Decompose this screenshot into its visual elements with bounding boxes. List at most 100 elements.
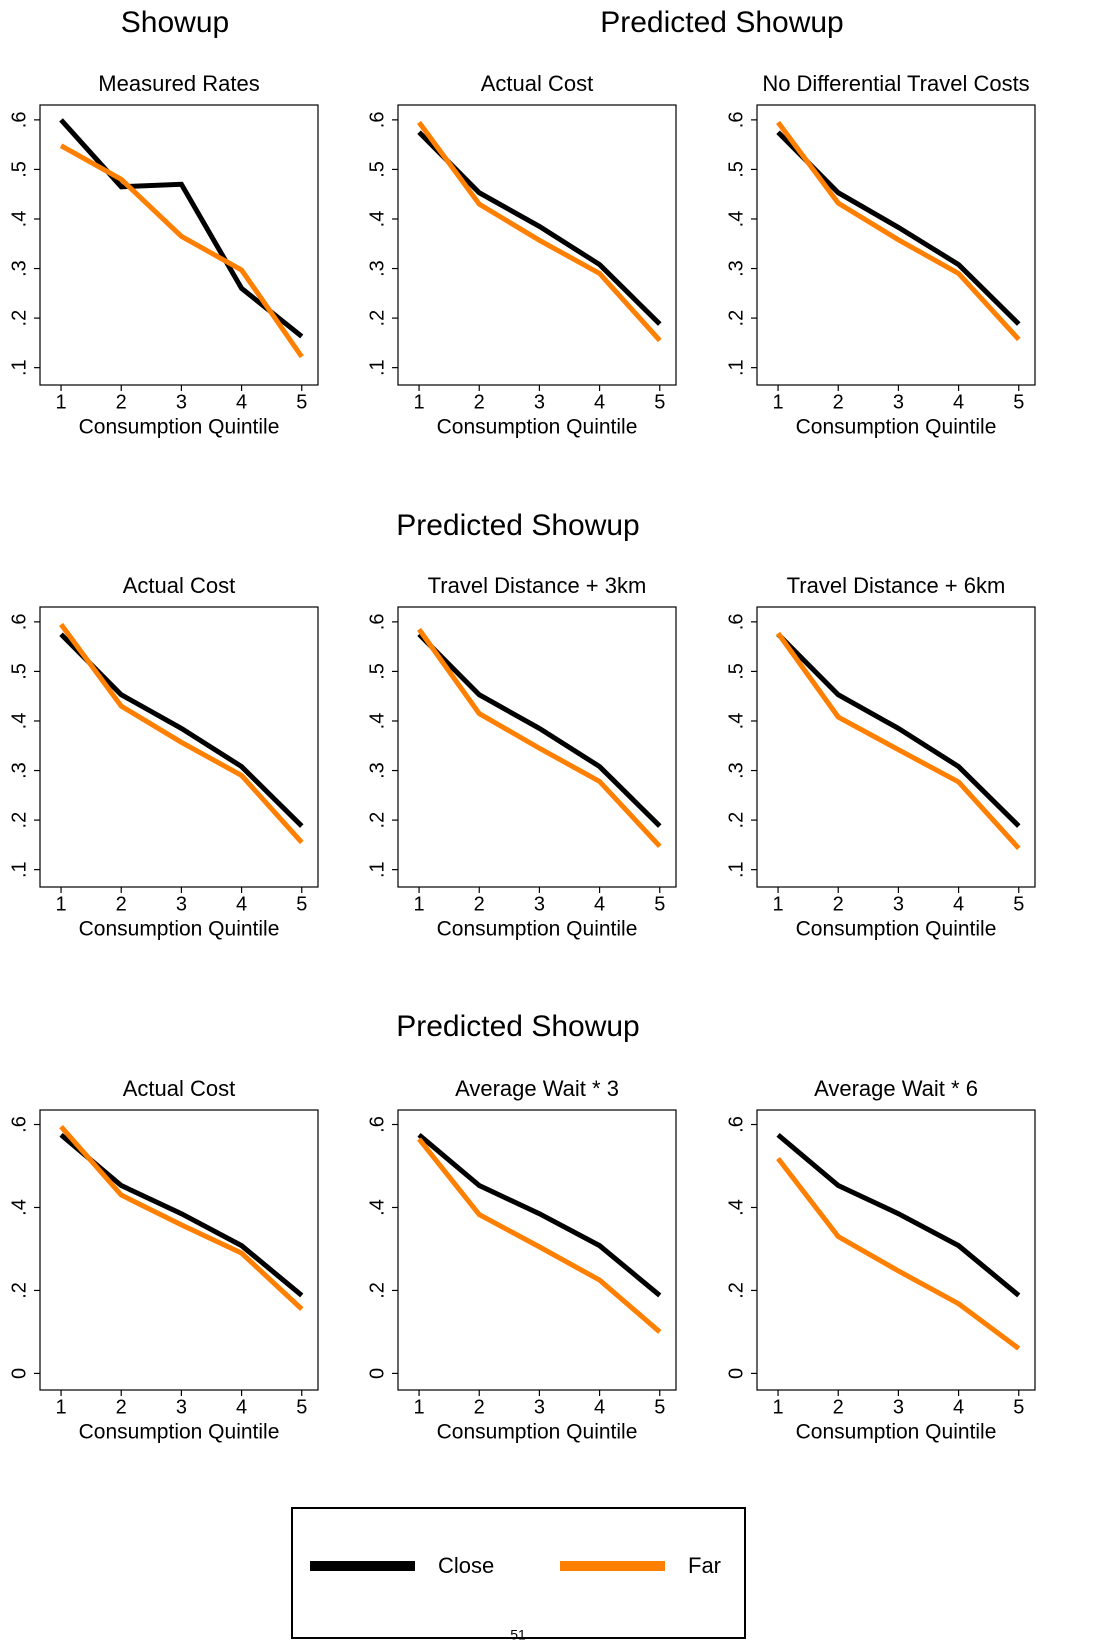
x-tick-label: 5 [654, 391, 665, 413]
y-tick-label: .2 [366, 812, 388, 829]
y-tick-label: .2 [725, 1282, 747, 1299]
series-line [776, 120, 1021, 342]
legend-label: Far [688, 1553, 721, 1578]
y-tick-label: .6 [8, 614, 30, 631]
series-line [776, 130, 1021, 326]
heading: Showup [121, 6, 229, 39]
chart-title: Average Wait * 3 [455, 1076, 619, 1101]
chart-title: Average Wait * 6 [814, 1076, 978, 1101]
x-axis-label: Consumption Quintile [79, 416, 280, 439]
plot-frame [756, 1109, 1036, 1391]
x-axis-label: Consumption Quintile [437, 918, 638, 941]
x-tick-label: 3 [176, 893, 187, 915]
y-tick-label: .3 [8, 260, 30, 277]
y-tick-label: .4 [8, 713, 30, 730]
y-tick-label: .2 [8, 310, 30, 327]
plot-frame [39, 1109, 319, 1391]
series-line [776, 632, 1021, 828]
x-tick-label: 2 [116, 1396, 127, 1418]
plot-frame [756, 104, 1036, 386]
y-tick-label: .4 [366, 1199, 388, 1216]
series-line [59, 622, 304, 845]
x-tick-label: 4 [236, 1396, 247, 1418]
x-axis-label: Consumption Quintile [437, 1421, 638, 1444]
x-tick-label: 4 [594, 391, 605, 413]
series-line [59, 118, 304, 339]
x-tick-label: 5 [1013, 1396, 1024, 1418]
y-tick-label: .1 [725, 359, 747, 376]
series-line [776, 1132, 1021, 1298]
x-tick-label: 1 [413, 391, 424, 413]
x-tick-label: 3 [893, 893, 904, 915]
series-line [417, 632, 662, 828]
y-tick-label: .4 [366, 713, 388, 730]
x-axis-label: Consumption Quintile [796, 1421, 997, 1444]
y-tick-label: .6 [366, 614, 388, 631]
y-tick-label: .4 [725, 1199, 747, 1216]
x-tick-label: 2 [474, 391, 485, 413]
y-tick-label: .3 [366, 762, 388, 779]
heading: Predicted Showup [600, 6, 844, 39]
plot-frame [39, 606, 319, 888]
x-tick-label: 5 [296, 391, 307, 413]
heading: Predicted Showup [396, 1010, 640, 1043]
x-tick-label: 5 [654, 893, 665, 915]
x-tick-label: 5 [1013, 391, 1024, 413]
x-tick-label: 2 [474, 1396, 485, 1418]
plot-frame [39, 104, 319, 386]
y-tick-label: .6 [725, 112, 747, 129]
x-tick-label: 2 [116, 391, 127, 413]
y-tick-label: 0 [8, 1368, 30, 1379]
series-line [417, 1132, 662, 1298]
x-axis-label: Consumption Quintile [796, 416, 997, 439]
plot-frame [397, 1109, 677, 1391]
x-tick-label: 1 [413, 893, 424, 915]
plot-frame [397, 104, 677, 386]
x-tick-label: 2 [833, 391, 844, 413]
x-tick-label: 4 [594, 893, 605, 915]
chart-title: Actual Cost [123, 573, 236, 598]
series-line [776, 1157, 1021, 1351]
y-tick-label: .2 [366, 1282, 388, 1299]
chart-title: Actual Cost [481, 71, 594, 96]
series-line [776, 631, 1021, 851]
series-line [417, 130, 662, 326]
y-tick-label: .3 [366, 260, 388, 277]
y-tick-label: .2 [725, 812, 747, 829]
y-tick-label: .1 [8, 861, 30, 878]
x-tick-label: 5 [296, 1396, 307, 1418]
y-tick-label: .5 [366, 663, 388, 680]
y-tick-label: .2 [725, 310, 747, 327]
series-line [59, 1124, 304, 1311]
series-line [59, 632, 304, 828]
x-tick-label: 1 [55, 1396, 66, 1418]
legend-label: Close [438, 1553, 494, 1578]
y-tick-label: .6 [8, 1116, 30, 1133]
y-tick-label: 0 [725, 1368, 747, 1379]
heading: Predicted Showup [396, 509, 640, 542]
x-tick-label: 1 [55, 391, 66, 413]
x-tick-label: 1 [55, 893, 66, 915]
y-tick-label: .2 [366, 310, 388, 327]
y-tick-label: .6 [8, 112, 30, 129]
y-tick-label: 0 [366, 1368, 388, 1379]
y-tick-label: .4 [366, 211, 388, 228]
y-tick-label: .5 [366, 161, 388, 178]
y-tick-label: .3 [725, 762, 747, 779]
y-tick-label: .1 [725, 861, 747, 878]
x-tick-label: 4 [953, 893, 964, 915]
x-tick-label: 2 [833, 893, 844, 915]
chart-title: Travel Distance + 3km [428, 573, 647, 598]
y-tick-label: .6 [366, 1116, 388, 1133]
y-tick-label: .6 [725, 614, 747, 631]
y-tick-label: .4 [725, 713, 747, 730]
x-tick-label: 2 [116, 893, 127, 915]
x-tick-label: 5 [296, 893, 307, 915]
y-tick-label: .5 [725, 663, 747, 680]
x-axis-label: Consumption Quintile [796, 918, 997, 941]
x-tick-label: 1 [413, 1396, 424, 1418]
y-tick-label: .3 [8, 762, 30, 779]
x-tick-label: 1 [772, 391, 783, 413]
series-line [417, 120, 662, 343]
x-tick-label: 2 [474, 893, 485, 915]
